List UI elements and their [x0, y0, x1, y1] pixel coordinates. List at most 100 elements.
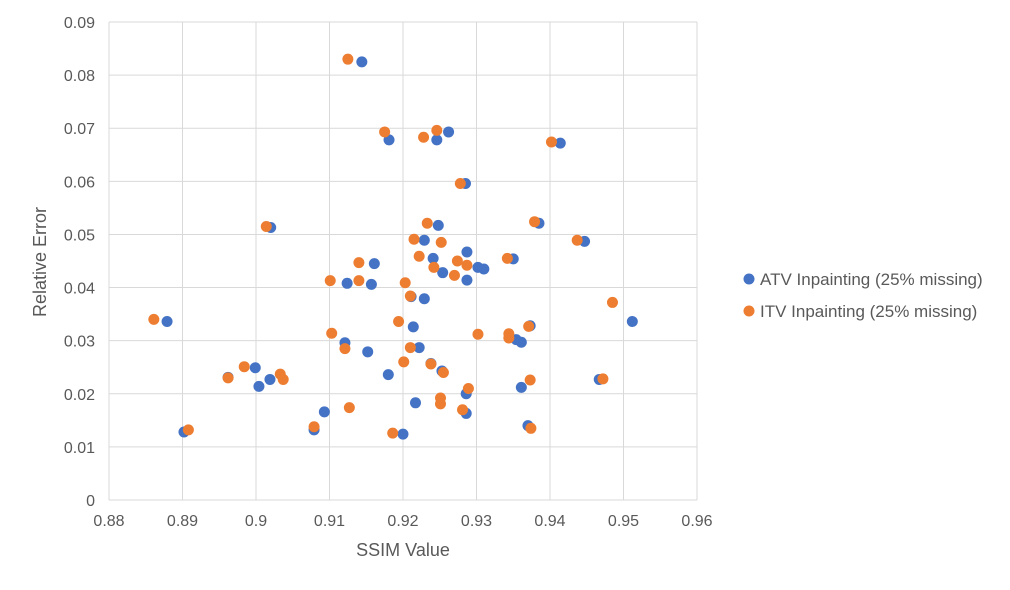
y-tick-label: 0	[86, 493, 95, 510]
data-point	[399, 277, 411, 289]
data-point	[318, 406, 330, 418]
data-point	[421, 217, 433, 229]
data-point	[501, 252, 513, 264]
data-point	[462, 382, 474, 394]
data-point	[264, 373, 276, 385]
data-point	[515, 381, 527, 393]
data-point	[472, 328, 484, 340]
data-point	[277, 373, 289, 385]
x-tick-label: 0.92	[387, 513, 418, 530]
data-points	[148, 53, 638, 440]
data-point	[341, 277, 353, 289]
series-atv	[161, 56, 638, 440]
x-axis-ticks: 0.88 0.89 0.9 0.91 0.92 0.93 0.94 0.95 0.96	[93, 513, 712, 530]
data-point	[393, 316, 405, 328]
data-point	[524, 374, 536, 386]
data-point	[324, 275, 336, 287]
x-tick-label: 0.93	[461, 513, 492, 530]
data-point	[427, 252, 439, 264]
data-point	[437, 367, 449, 379]
y-tick-label: 0.09	[64, 15, 95, 32]
x-tick-label: 0.95	[608, 513, 639, 530]
data-point	[418, 293, 430, 305]
data-point	[503, 332, 515, 344]
data-point	[253, 380, 265, 392]
data-point	[398, 356, 410, 368]
data-point	[418, 131, 430, 143]
data-point	[457, 404, 469, 416]
data-point	[365, 278, 377, 290]
data-point	[182, 424, 194, 436]
data-point	[260, 220, 272, 232]
data-point	[408, 233, 420, 245]
legend-label-atv: ATV Inpainting (25% missing)	[760, 270, 983, 289]
legend: ATV Inpainting (25% missing) ITV Inpaint…	[743, 270, 983, 321]
data-point	[362, 346, 374, 358]
data-point	[431, 134, 443, 146]
x-tick-label: 0.89	[167, 513, 198, 530]
y-tick-label: 0.01	[64, 440, 95, 457]
x-tick-label: 0.91	[314, 513, 345, 530]
data-point	[435, 236, 447, 248]
data-point	[356, 56, 368, 68]
data-point	[148, 313, 160, 325]
data-point	[626, 316, 638, 328]
x-tick-label: 0.94	[534, 513, 565, 530]
y-axis-ticks: 0 0.01 0.02 0.03 0.04 0.05 0.06 0.07 0.08 0.09	[64, 15, 95, 510]
data-point	[606, 296, 618, 308]
data-point	[597, 373, 609, 385]
data-point	[343, 402, 355, 414]
data-point	[461, 274, 473, 286]
y-tick-label: 0.02	[64, 387, 95, 404]
data-point	[432, 219, 444, 231]
legend-label-itv: ITV Inpainting (25% missing)	[760, 302, 977, 321]
data-point	[461, 246, 473, 258]
data-point	[448, 269, 460, 281]
data-point	[418, 234, 430, 246]
y-tick-label: 0.08	[64, 68, 95, 85]
data-point	[407, 321, 419, 333]
data-point	[529, 216, 541, 228]
data-point	[451, 255, 463, 267]
data-point	[413, 342, 425, 354]
data-point	[545, 136, 557, 148]
data-point	[326, 327, 338, 339]
x-tick-label: 0.9	[245, 513, 267, 530]
data-point	[515, 336, 527, 348]
y-axis-title: Relative Error	[30, 207, 50, 317]
data-point	[461, 259, 473, 271]
data-point	[379, 126, 391, 138]
y-tick-label: 0.05	[64, 227, 95, 244]
data-point	[523, 320, 535, 332]
y-tick-label: 0.03	[64, 334, 95, 351]
y-tick-label: 0.06	[64, 174, 95, 191]
data-point	[454, 177, 466, 189]
data-point	[353, 257, 365, 269]
data-point	[222, 372, 234, 384]
data-point	[409, 397, 421, 409]
y-tick-label: 0.07	[64, 121, 95, 138]
data-point	[397, 428, 409, 440]
data-point	[437, 267, 449, 279]
data-point	[161, 316, 173, 328]
y-tick-label: 0.04	[64, 281, 95, 298]
data-point	[404, 290, 416, 302]
data-point	[308, 421, 320, 433]
data-point	[238, 361, 250, 373]
data-point	[434, 398, 446, 410]
data-point	[382, 369, 394, 381]
data-point	[249, 362, 261, 374]
data-point	[339, 343, 351, 355]
data-point	[425, 358, 437, 370]
data-point	[404, 342, 416, 354]
chart-grid	[108, 21, 698, 501]
data-point	[428, 261, 440, 273]
data-point	[525, 422, 537, 434]
data-point	[478, 263, 490, 275]
data-point	[413, 250, 425, 262]
series-itv	[148, 53, 618, 439]
data-point	[387, 427, 399, 439]
data-point	[443, 126, 455, 138]
data-point	[353, 275, 365, 287]
